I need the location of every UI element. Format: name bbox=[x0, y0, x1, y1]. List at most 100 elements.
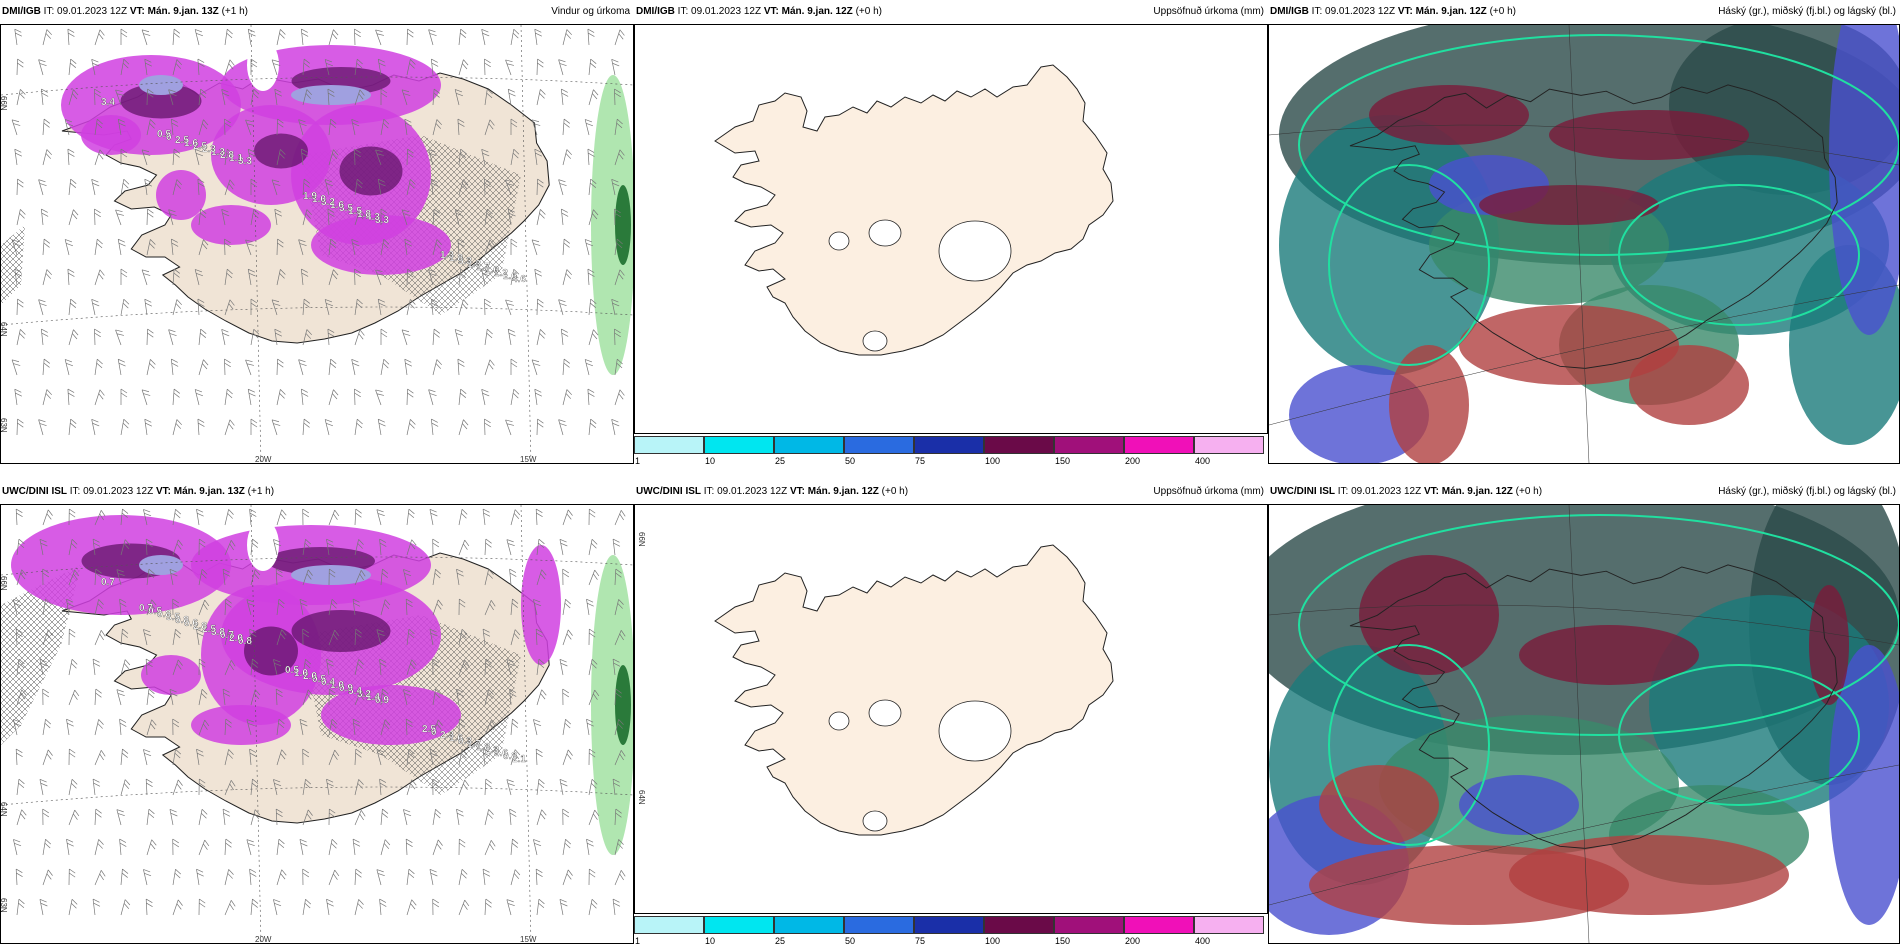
wind-barb bbox=[92, 538, 101, 556]
wind-barb bbox=[172, 148, 181, 166]
wind-barb bbox=[94, 568, 102, 586]
wind-barb bbox=[380, 599, 391, 616]
wind-barb bbox=[274, 328, 282, 346]
model-name: UWC/DINI ISL bbox=[636, 486, 701, 497]
wind-barb bbox=[536, 418, 544, 436]
wind-barb bbox=[354, 810, 366, 826]
wind-barb bbox=[16, 898, 25, 916]
wind-barb bbox=[299, 718, 308, 736]
wind-barb bbox=[196, 628, 204, 646]
wind-barb bbox=[536, 329, 546, 346]
cloud-area bbox=[1369, 85, 1529, 145]
wind-barb bbox=[588, 508, 596, 526]
wind-barb bbox=[42, 838, 52, 856]
wind-barbs bbox=[11, 28, 625, 436]
wind-barb bbox=[458, 899, 470, 916]
wind-barb bbox=[588, 209, 599, 226]
wind-barb bbox=[224, 629, 234, 646]
lat-lon-grid bbox=[1269, 25, 1899, 463]
wind-barb bbox=[273, 539, 282, 556]
wind-barb bbox=[146, 88, 154, 106]
wind-barb bbox=[224, 59, 235, 76]
wind-barb bbox=[354, 899, 364, 916]
precip-value-label: 0.9 bbox=[375, 695, 389, 706]
wind-barb bbox=[406, 899, 417, 916]
wind-barb bbox=[94, 630, 106, 646]
wind-barb bbox=[458, 629, 468, 646]
wind-barb bbox=[16, 658, 25, 676]
wind-barb bbox=[224, 838, 232, 856]
wind-barb bbox=[224, 238, 231, 256]
precip-value-label: 1.4 bbox=[366, 692, 380, 703]
wind-barb bbox=[145, 778, 153, 796]
wind-barb bbox=[510, 118, 518, 135]
wind-barb bbox=[172, 59, 182, 76]
wind-barb bbox=[560, 88, 569, 106]
wind-barb bbox=[92, 778, 101, 796]
wind-barb bbox=[429, 628, 438, 646]
wind-barb bbox=[42, 29, 52, 46]
wind-barb bbox=[456, 808, 464, 826]
precip-value-label: 3.5 bbox=[339, 203, 353, 214]
wind-barb bbox=[298, 119, 307, 136]
wind-barb bbox=[145, 658, 153, 676]
wind-barb bbox=[67, 388, 75, 406]
wind-barb bbox=[120, 298, 130, 316]
clear-hole bbox=[247, 39, 279, 91]
colorbar-swatch bbox=[1194, 436, 1264, 454]
wind-barb bbox=[406, 28, 414, 46]
precip-value-label: 2.8 bbox=[220, 150, 234, 161]
wind-barb bbox=[354, 178, 363, 196]
wind-barb bbox=[432, 538, 440, 556]
wind-barb bbox=[276, 869, 287, 886]
wind-barb bbox=[145, 898, 153, 916]
wind-barb bbox=[401, 329, 411, 346]
wind-barb bbox=[406, 59, 416, 76]
wind-barb bbox=[120, 508, 129, 526]
wind-barb bbox=[380, 328, 388, 345]
wind-barb bbox=[224, 118, 231, 136]
precip-value-label: 1.1 bbox=[229, 153, 243, 164]
row1-precip-panel: DMI/IGB IT: 09.01.2023 12Z VT: Mán. 9.ja… bbox=[634, 0, 1268, 470]
wind-barb bbox=[38, 59, 47, 76]
wind-barb bbox=[586, 718, 594, 736]
wind-barb bbox=[224, 509, 234, 526]
wind-barb bbox=[406, 148, 414, 166]
model-name: DMI/IGB bbox=[636, 6, 675, 17]
wind-barb bbox=[16, 569, 27, 586]
wind-barb bbox=[354, 298, 363, 316]
wind-barb bbox=[509, 808, 517, 826]
wind-barb bbox=[92, 658, 101, 676]
cloud-area bbox=[1809, 585, 1849, 705]
colorbar-swatch bbox=[1054, 916, 1124, 934]
wind-barb bbox=[146, 688, 155, 706]
wind-barb bbox=[484, 208, 493, 226]
wind-barb bbox=[401, 209, 411, 226]
wind-barb bbox=[39, 658, 48, 676]
wind-barb bbox=[354, 268, 361, 286]
wind-barb bbox=[562, 598, 572, 616]
precip-value-label: 1.5 bbox=[348, 206, 362, 217]
precip-value-label: 0.5 bbox=[157, 129, 171, 140]
wind-barb bbox=[510, 388, 520, 406]
wind-barb bbox=[276, 509, 287, 526]
wind-barb bbox=[249, 868, 257, 886]
wind-barb bbox=[458, 179, 469, 196]
precip-area bbox=[191, 205, 271, 245]
cloud-area bbox=[1519, 625, 1699, 685]
cloud-area bbox=[1629, 345, 1749, 425]
wind-barb bbox=[120, 628, 129, 646]
wind-barb bbox=[379, 778, 387, 796]
wind-barb bbox=[302, 748, 310, 766]
wind-barb bbox=[401, 89, 411, 106]
wind-map-svg: 3.4 3.3 3.3 4.6 1.1 4.3 1.6 2.8 1.8 1.2 1.3 1.5 1.0 2… bbox=[1, 25, 633, 463]
wind-barb bbox=[66, 718, 74, 736]
wind-barb bbox=[406, 779, 417, 796]
wind-barb bbox=[505, 59, 514, 76]
wind-barb bbox=[484, 178, 491, 196]
wind-barb bbox=[457, 118, 465, 136]
wind-barb bbox=[42, 118, 51, 136]
wind-barb bbox=[64, 119, 74, 136]
wind-barb bbox=[115, 329, 124, 346]
wind-barb bbox=[246, 839, 255, 856]
